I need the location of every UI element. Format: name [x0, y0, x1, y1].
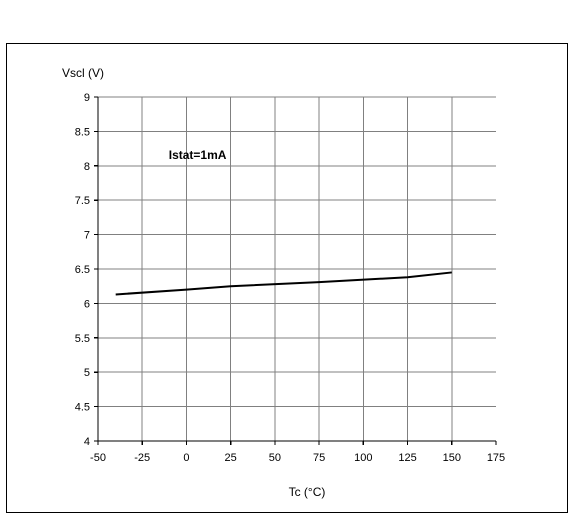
y-tick-label: 7 [84, 230, 90, 242]
y-tick-label: 5 [84, 367, 90, 379]
series-layer [115, 271, 452, 296]
condition-annotation: Istat=1mA [169, 148, 227, 162]
series-line [115, 271, 452, 296]
x-tick-label: 25 [225, 452, 237, 464]
x-tick-label: -25 [134, 452, 150, 464]
grid [98, 96, 496, 441]
y-tick-label: 4.5 [75, 402, 90, 414]
x-tick-label: 150 [443, 452, 461, 464]
y-tick-label: 8 [84, 161, 90, 173]
y-tick-label: 6.5 [75, 264, 90, 276]
x-tick-label: -50 [90, 452, 106, 464]
y-tick-label: 8.5 [75, 126, 90, 138]
x-tick-label: 125 [398, 452, 416, 464]
x-tick-label: 100 [354, 452, 372, 464]
y-tick-label: 9 [84, 92, 90, 104]
x-tick-label: 75 [313, 452, 325, 464]
axes [94, 96, 497, 445]
x-axis-title: Tc (°C) [289, 485, 326, 499]
y-tick-label: 4 [84, 436, 90, 448]
tick-labels: 4 4.5 5 5.5 6 6.5 7 7.5 8 8.5 9 -50 -25 0 25 50 75 100 125… [75, 92, 505, 464]
y-tick-label: 6 [84, 298, 90, 310]
x-tick-label: 175 [487, 452, 505, 464]
x-tick-label: 50 [269, 452, 281, 464]
x-tick-label: 0 [183, 452, 189, 464]
y-axis-title: Vscl (V) [62, 66, 104, 80]
line-chart: 4 4.5 5 5.5 6 6.5 7 7.5 8 8.5 9 -50 -25 0 25 50 75 100 125… [62, 66, 505, 499]
y-tick-label: 5.5 [75, 333, 90, 345]
y-tick-label: 7.5 [75, 195, 90, 207]
chart-frame: 4 4.5 5 5.5 6 6.5 7 7.5 8 8.5 9 -50 -25 0 25 50 75 100 125… [6, 43, 568, 513]
